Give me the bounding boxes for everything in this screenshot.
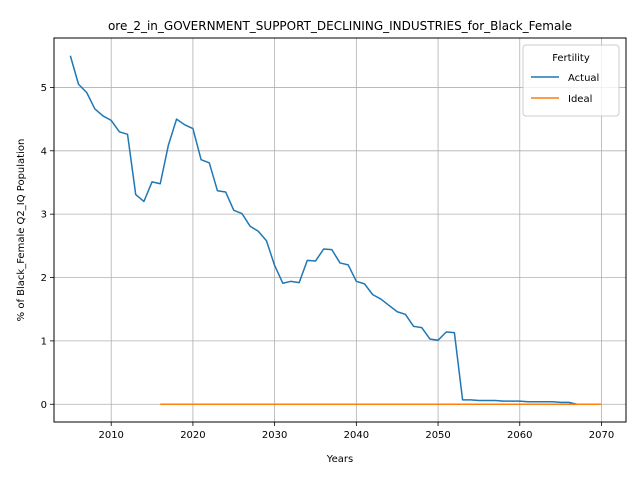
x-tick-label: 2040 (344, 430, 369, 441)
x-tick-label: 2020 (180, 430, 205, 441)
y-tick-label: 4 (41, 146, 47, 157)
y-tick-label: 1 (41, 336, 47, 347)
y-tick-label: 5 (41, 83, 47, 94)
legend-label-actual: Actual (568, 73, 599, 84)
x-axis-label: Years (326, 454, 353, 465)
y-axis-label: % of Black_Female Q2_IQ Population (16, 139, 27, 322)
y-tick-label: 0 (41, 400, 47, 411)
x-tick-label: 2050 (425, 430, 450, 441)
legend-label-ideal: Ideal (568, 94, 592, 105)
y-tick-label: 2 (41, 273, 47, 284)
x-tick-label: 2030 (262, 430, 287, 441)
x-tick-label: 2060 (507, 430, 532, 441)
legend-title: Fertility (552, 53, 590, 64)
legend: Fertility Actual Ideal (523, 45, 619, 116)
x-tick-label: 2010 (98, 430, 123, 441)
y-tick-label: 3 (41, 210, 47, 221)
x-tick-label: 2070 (589, 430, 614, 441)
chart-title: ore_2_in_GOVERNMENT_SUPPORT_DECLINING_IN… (108, 19, 572, 33)
